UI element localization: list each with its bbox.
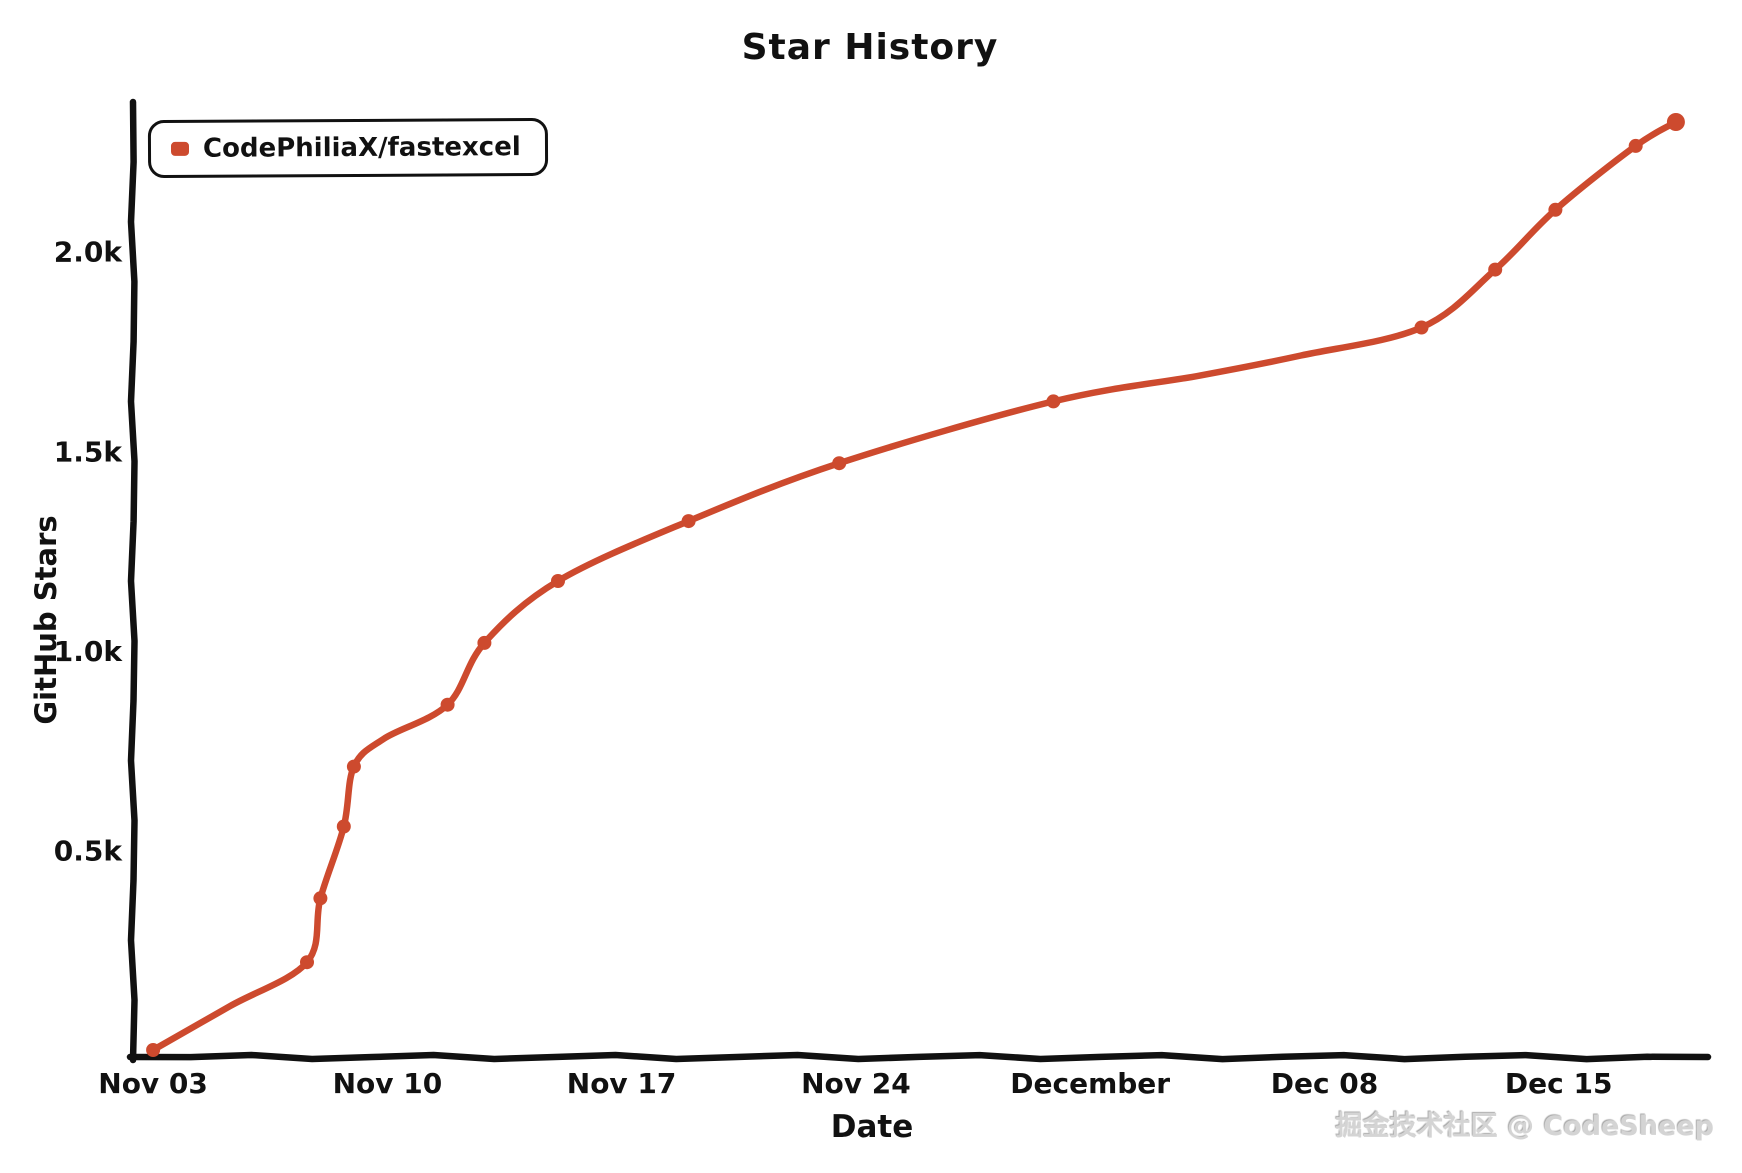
series-line [149,118,1680,1054]
data-point-marker [477,635,492,650]
y-axis-title: GitHub Stars [29,515,63,725]
x-tick-label: Nov 17 [567,1067,677,1100]
data-point-marker [1046,394,1061,409]
data-point-marker [832,456,847,471]
data-point-marker [336,819,351,834]
legend: CodePhiliaX/fastexcel [147,117,548,179]
data-point-marker [1488,262,1503,277]
x-tick-label: December [1010,1067,1170,1100]
watermark: 掘金技术社区 @ CodeSheep [1335,1111,1714,1142]
legend-series-label: CodePhiliaX/fastexcel [202,132,521,164]
data-point-marker [440,697,455,712]
data-point-marker [146,1043,161,1057]
data-point-marker [681,514,696,529]
data-point-marker [1666,113,1685,131]
data-point-marker [346,759,361,774]
chart-title: Star History [741,27,999,68]
data-point-marker [551,574,565,588]
data-point-marker [313,891,328,906]
y-tick-label: 1.0k [54,635,124,668]
y-tick-label: 1.5k [54,435,124,468]
data-point-marker [1414,320,1429,335]
y-axis-line [127,98,138,1064]
series-color-marker-icon [170,141,190,156]
y-tick-label: 0.5k [54,834,124,867]
x-axis-title: Date [830,1109,914,1145]
x-tick-label: Nov 24 [801,1067,911,1100]
x-tick-label: Nov 03 [98,1067,208,1100]
x-axis-line [126,1051,1712,1063]
data-point-marker [300,955,314,970]
x-tick-label: Dec 15 [1505,1067,1613,1100]
data-point-marker [1628,138,1643,153]
x-tick-label: Dec 08 [1271,1067,1379,1100]
y-tick-label: 2.0k [54,236,124,269]
data-point-marker [1548,202,1563,217]
x-tick-label: Nov 10 [333,1067,443,1100]
